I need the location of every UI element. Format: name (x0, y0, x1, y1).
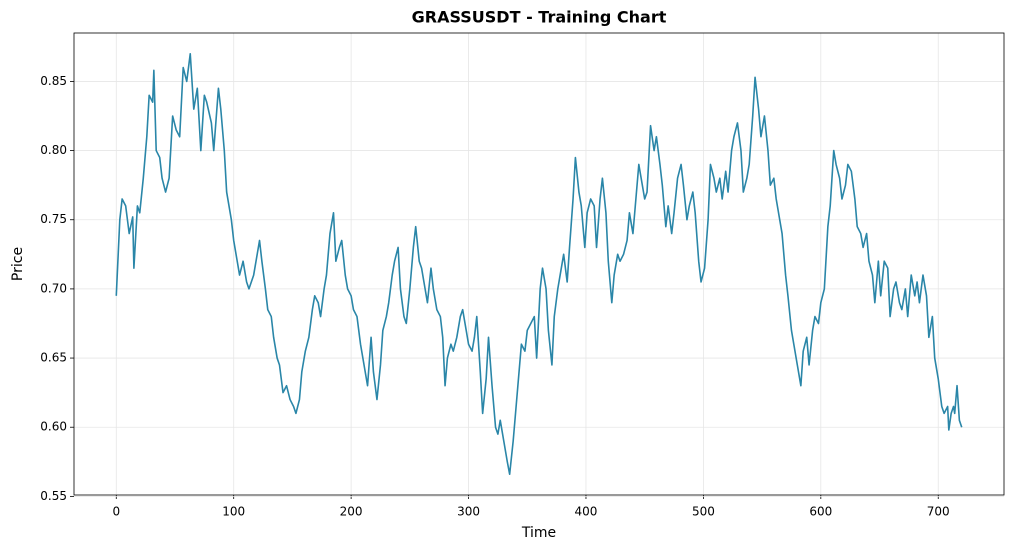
x-tick-label: 700 (927, 505, 950, 519)
y-axis-label: Price (10, 247, 26, 281)
x-tick-label: 500 (692, 505, 715, 519)
x-tick-label: 400 (575, 505, 598, 519)
y-tick-label: 0.55 (40, 489, 67, 503)
x-tick-label: 600 (809, 505, 832, 519)
x-tick-label: 300 (457, 505, 480, 519)
y-tick-label: 0.60 (40, 420, 67, 434)
price-line (115, 52, 963, 476)
x-tick-label: 100 (222, 505, 245, 519)
x-axis-label: Time (521, 525, 556, 541)
x-tick-label: 200 (340, 505, 363, 519)
y-tick-label: 0.75 (40, 212, 67, 226)
y-tick-label: 0.65 (40, 351, 67, 365)
y-tick-label: 0.70 (40, 281, 67, 295)
y-tick-label: 0.85 (40, 74, 67, 88)
y-tick-label: 0.80 (40, 143, 67, 157)
plot-frame (73, 32, 1005, 496)
chart-title: GRASSUSDT - Training Chart (412, 8, 667, 27)
x-tick-label: 0 (112, 505, 120, 519)
plot-area: 0 100 200 300 400 500 600 700 0.55 0.60 0.65 0.70 0.… (40, 32, 1005, 519)
